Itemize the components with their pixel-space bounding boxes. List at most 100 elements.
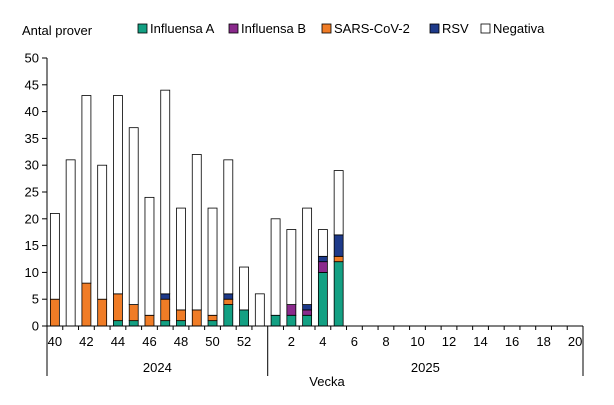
x-tick-label: 2 xyxy=(288,334,295,349)
bar-segment-negativa xyxy=(223,159,234,295)
bar-segment-negativa xyxy=(302,207,313,305)
x-tick-label: 42 xyxy=(79,334,93,349)
x-tick-label: 12 xyxy=(442,334,456,349)
bar-segment-negativa xyxy=(128,127,139,305)
bar-segment-negativa xyxy=(49,213,60,300)
bar-segment-sars-cov-2 xyxy=(81,282,92,327)
legend-item-influensa-a: Influensa A xyxy=(137,21,215,36)
x-tick-label: 4 xyxy=(319,334,326,349)
bar-segment-sars-cov-2 xyxy=(144,314,155,327)
bar-segment-influensa-b xyxy=(286,304,297,316)
legend-label: Influensa A xyxy=(150,21,215,36)
legend: Influensa A Influensa B SARS-CoV-2 RSV Negat… xyxy=(137,21,545,36)
bar-segment-negativa xyxy=(97,164,108,300)
legend-swatch xyxy=(228,23,239,34)
bar-segment-influensa-b xyxy=(317,261,328,273)
bar-segment-negativa xyxy=(239,266,249,311)
x-tick-label: 40 xyxy=(48,334,62,349)
bar-segment-influensa-b xyxy=(302,309,313,316)
legend-label: RSV xyxy=(442,21,469,36)
legend-label: SARS-CoV-2 xyxy=(334,21,410,36)
legend-swatch xyxy=(321,23,332,34)
bar-segment-negativa xyxy=(270,218,281,316)
bar-segment-influensa-a xyxy=(333,261,344,327)
bar-segment-negativa xyxy=(144,196,155,316)
bar-segment-influensa-a xyxy=(239,309,249,327)
bar-segment-rsv xyxy=(317,255,328,263)
y-axis: 0 5 10 15 20 25 30 35 40 45 50 xyxy=(25,51,48,334)
legend-label: Negativa xyxy=(493,21,545,36)
x-tick-label: 20 xyxy=(568,334,582,349)
bar-segment-influensa-a xyxy=(128,320,139,327)
bar-segment-negativa xyxy=(160,89,171,295)
bar-segment-influensa-a xyxy=(160,320,171,327)
x-tick-label: 48 xyxy=(174,334,188,349)
bar-segment-sars-cov-2 xyxy=(97,298,108,327)
x-axis-title: Vecka xyxy=(309,374,345,389)
x-tick-label: 6 xyxy=(351,334,358,349)
x-tick-label: 52 xyxy=(237,334,251,349)
legend-label: Influensa B xyxy=(241,21,306,36)
y-tick-label: 30 xyxy=(25,158,39,173)
y-tick-label: 5 xyxy=(32,292,39,307)
legend-item-sars-cov-2: SARS-CoV-2 xyxy=(321,21,410,36)
bar-segment-negativa xyxy=(207,207,218,316)
x-tick-label: 8 xyxy=(382,334,389,349)
legend-item-influensa-b: Influensa B xyxy=(228,21,306,36)
legend-swatch xyxy=(137,23,148,34)
legend-swatch xyxy=(480,23,491,34)
bar-segment-negativa xyxy=(191,154,202,311)
bar-segment-negativa xyxy=(317,229,328,257)
x-tick-label: 44 xyxy=(111,334,125,349)
x-tick-label: 18 xyxy=(536,334,550,349)
bar-segment-negativa xyxy=(333,170,344,236)
x-group-label: 2024 xyxy=(143,360,172,375)
bar-segment-sars-cov-2 xyxy=(113,293,123,322)
bar-segment-sars-cov-2 xyxy=(223,298,234,305)
bar-segment-influensa-a xyxy=(270,314,281,327)
bar-segment-negativa xyxy=(81,95,92,284)
bar-segment-sars-cov-2 xyxy=(191,309,202,327)
y-tick-label: 15 xyxy=(25,238,39,253)
bar-segment-sars-cov-2 xyxy=(49,298,60,327)
bar-segment-influensa-a xyxy=(302,314,313,327)
bar-segment-negativa xyxy=(254,293,265,327)
bar-segment-influensa-a xyxy=(286,314,297,327)
legend-item-negativa: Negativa xyxy=(480,21,545,36)
bars xyxy=(49,89,344,327)
legend-item-rsv: RSV xyxy=(429,21,469,36)
bar-segment-sars-cov-2 xyxy=(333,255,344,263)
bar-segment-influensa-a xyxy=(223,304,234,327)
x-tick-label: 10 xyxy=(410,334,424,349)
y-tick-label: 0 xyxy=(32,319,39,334)
x-group-label: 2025 xyxy=(411,360,440,375)
y-tick-label: 45 xyxy=(25,77,39,92)
bar-segment-sars-cov-2 xyxy=(160,298,171,322)
bar-segment-sars-cov-2 xyxy=(176,309,186,322)
bar-segment-influensa-a xyxy=(317,271,328,327)
y-tick-label: 35 xyxy=(25,131,39,146)
bar-segment-rsv xyxy=(223,293,234,300)
y-tick-label: 50 xyxy=(25,51,39,66)
y-tick-label: 25 xyxy=(25,185,39,200)
x-tick-label: 14 xyxy=(473,334,487,349)
bar-segment-sars-cov-2 xyxy=(128,304,139,322)
bar-segment-rsv xyxy=(160,293,171,300)
bar-segment-influensa-a xyxy=(207,320,218,327)
bar-segment-negativa xyxy=(65,159,76,327)
y-tick-label: 40 xyxy=(25,104,39,119)
bar-segment-negativa xyxy=(176,207,186,311)
bar-segment-negativa xyxy=(113,95,123,295)
bar-segment-negativa xyxy=(286,229,297,305)
y-axis-title: Antal prover xyxy=(22,23,93,38)
x-tick-label: 16 xyxy=(505,334,519,349)
y-tick-label: 10 xyxy=(25,265,39,280)
x-tick-label: 46 xyxy=(142,334,156,349)
bar-segment-rsv xyxy=(302,304,313,311)
legend-swatch xyxy=(429,23,440,34)
y-tick-label: 20 xyxy=(25,211,39,226)
bar-segment-rsv xyxy=(333,234,344,257)
bar-segment-influensa-a xyxy=(176,320,186,327)
